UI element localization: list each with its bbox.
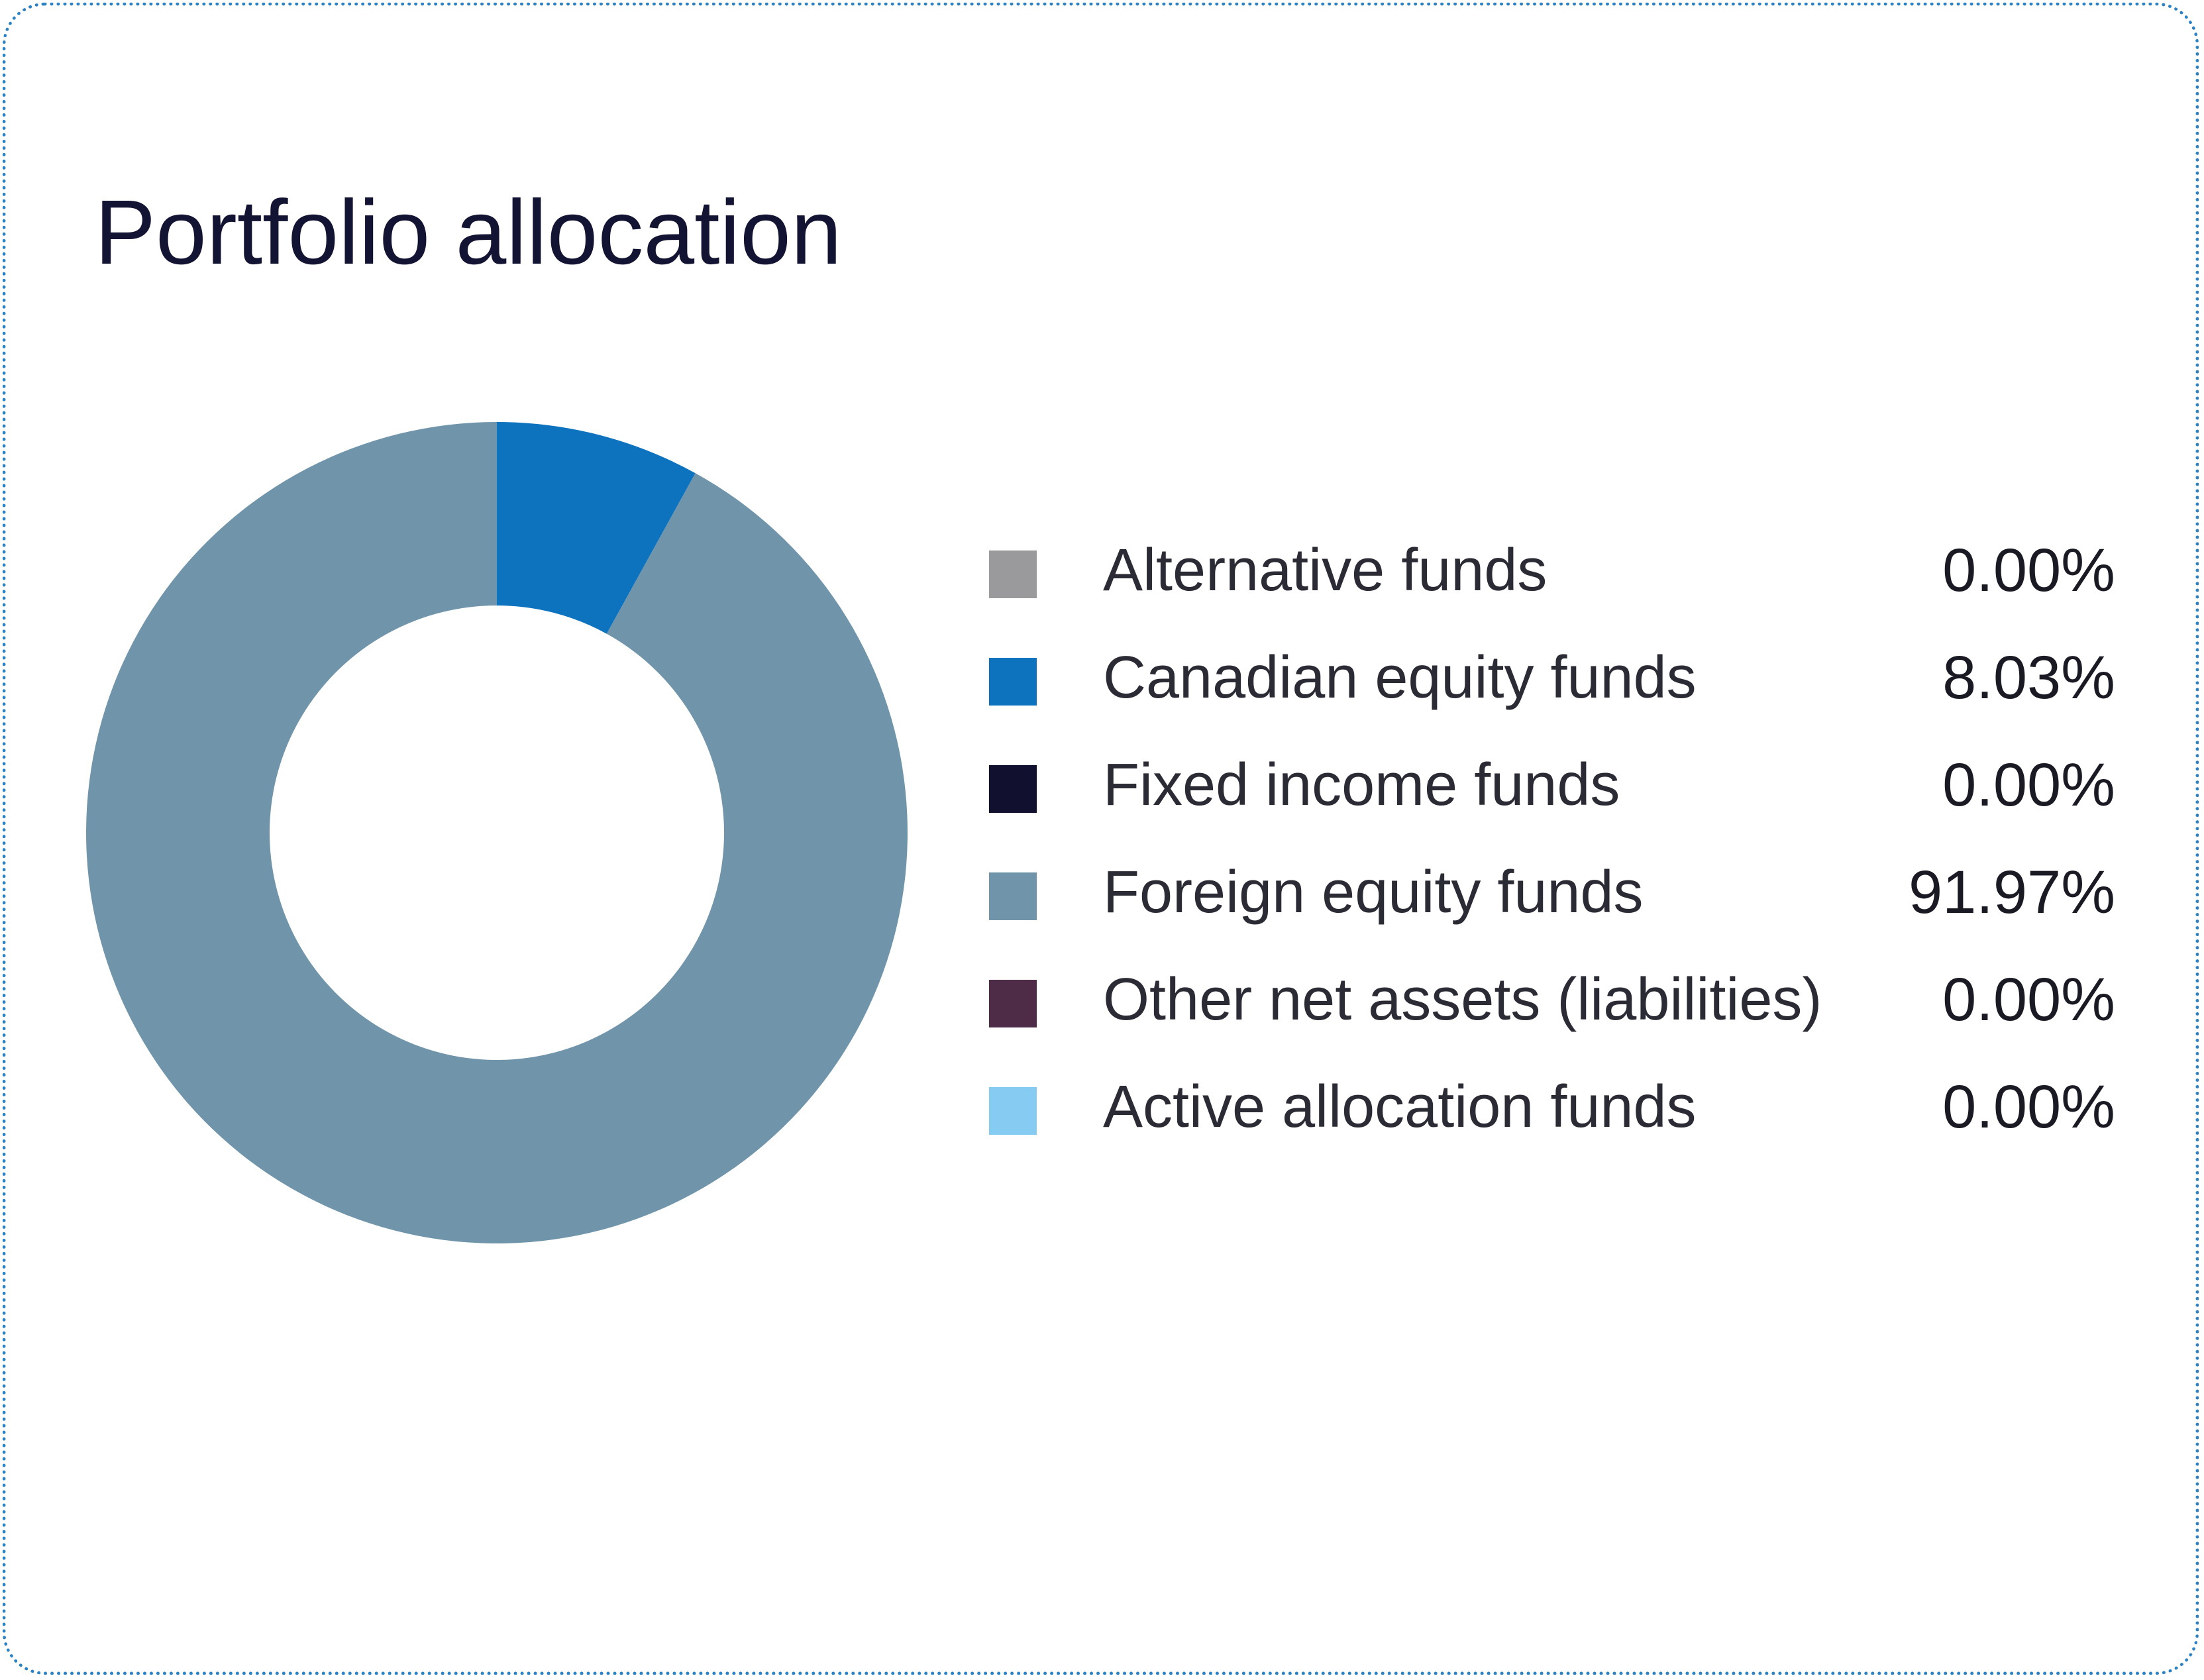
legend-swatch-foreign-equity-funds [989,872,1037,920]
donut-chart [86,422,908,1243]
legend-value: 91.97% [1908,859,2115,926]
legend-label: Other net assets (liabilities) [1103,967,1822,1033]
legend-label: Canadian equity funds [1103,645,1697,711]
donut-slices [86,422,908,1243]
legend-swatch-other-net-assets [989,980,1037,1027]
legend-swatch-canadian-equity-funds [989,658,1037,706]
legend-item-foreign-equity-funds: Foreign equity funds 91.97% [989,849,2115,957]
legend-item-fixed-income-funds: Fixed income funds 0.00% [989,742,2115,849]
legend-label: Fixed income funds [1103,752,1620,818]
legend-value: 0.00% [1942,1073,2115,1141]
chart-title: Portfolio allocation [95,182,842,284]
legend-item-canadian-equity-funds: Canadian equity funds 8.03% [989,635,2115,742]
chart-legend: Alternative funds 0.00% Canadian equity … [989,527,2115,1171]
legend-label: Foreign equity funds [1103,859,1644,925]
portfolio-allocation-card: Portfolio allocation Alternative funds 0… [3,3,2199,1675]
donut-slice-canadian-equity-funds [497,422,696,634]
legend-value: 0.00% [1942,537,2115,604]
legend-label: Active allocation funds [1103,1074,1697,1140]
legend-swatch-alternative-funds [989,551,1037,598]
donut-slice-foreign-equity-funds [86,422,908,1243]
legend-item-other-net-assets: Other net assets (liabilities) 0.00% [989,957,2115,1064]
legend-value: 0.00% [1942,751,2115,819]
legend-item-active-allocation-funds: Active allocation funds 0.00% [989,1064,2115,1171]
legend-value: 0.00% [1942,966,2115,1033]
legend-item-alternative-funds: Alternative funds 0.00% [989,527,2115,635]
legend-value: 8.03% [1942,644,2115,711]
legend-swatch-active-allocation-funds [989,1087,1037,1135]
legend-swatch-fixed-income-funds [989,765,1037,813]
legend-label: Alternative funds [1103,537,1548,604]
